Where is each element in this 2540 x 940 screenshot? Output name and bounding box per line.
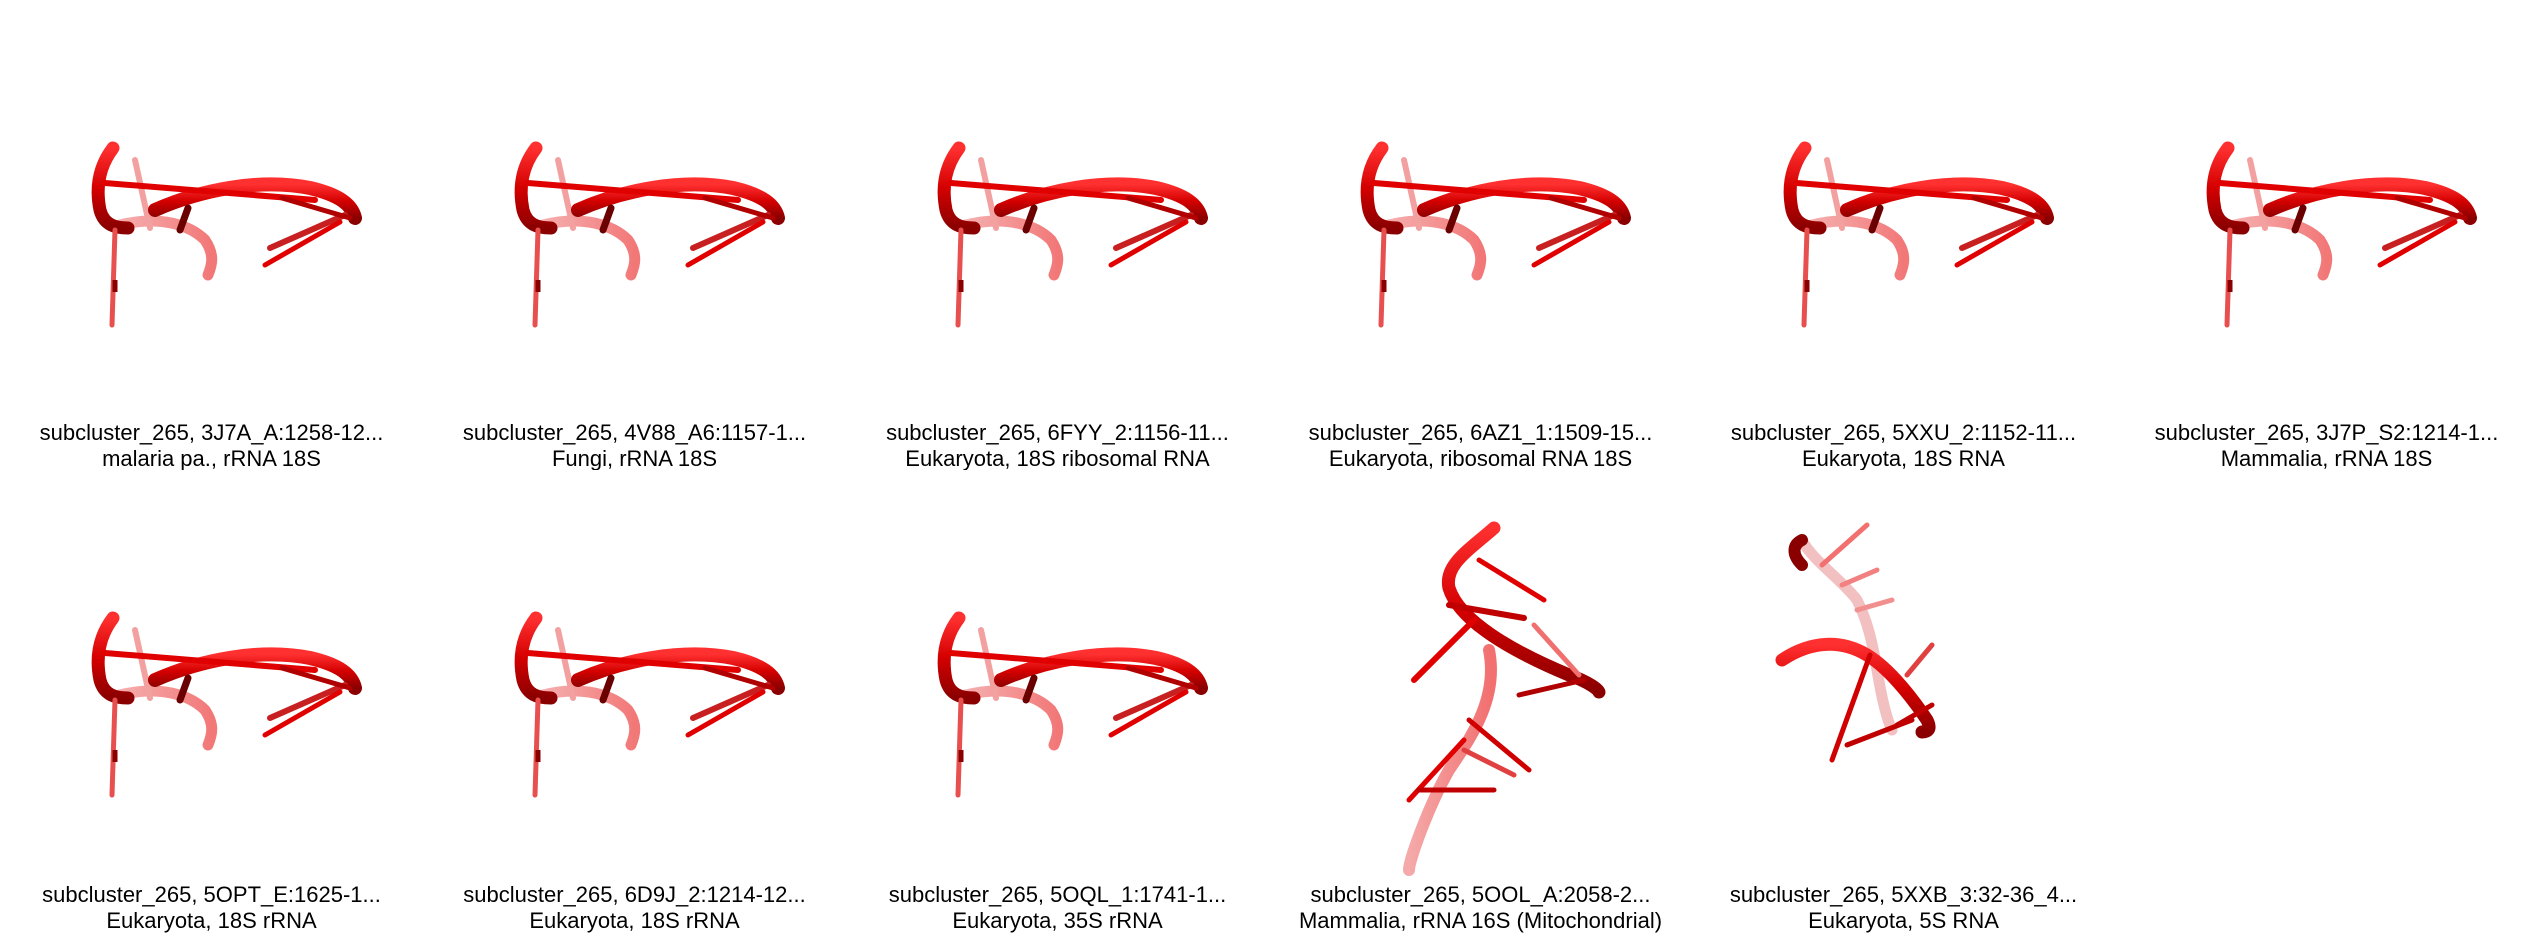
rna-structure-icon: [0, 470, 423, 870]
item-id-label: subcluster_265, 5XXB_3:32-36_4...: [1729, 882, 2078, 907]
rna-structure-icon: [0, 0, 423, 400]
item-id-label: subcluster_265, 5XXU_2:1152-11...: [1730, 420, 2077, 445]
gallery-item[interactable]: subcluster_265, 4V88_A6:1157-1... Fungi,…: [423, 0, 846, 470]
item-caption: subcluster_265, 6AZ1_1:1509-15... Eukary…: [1269, 420, 1692, 470]
rna-structure-icon: [1692, 0, 2115, 400]
item-desc-label: Fungi, rRNA 18S: [551, 446, 718, 470]
item-id-label: subcluster_265, 5OOL_A:2058-2...: [1310, 882, 1651, 907]
rna-structure-icon: [1269, 0, 1692, 400]
item-caption: subcluster_265, 5OOL_A:2058-2... Mammali…: [1269, 882, 1692, 934]
item-desc-label: Eukaryota, 5S RNA: [1808, 908, 1999, 933]
item-desc-label: Eukaryota, 18S ribosomal RNA: [905, 446, 1210, 470]
gallery-item[interactable]: subcluster_265, 3J7P_S2:1214-1... Mammal…: [2115, 0, 2538, 470]
item-desc-label: Eukaryota, ribosomal RNA 18S: [1328, 446, 1633, 470]
rna-structure-icon: [846, 0, 1269, 400]
gallery-item[interactable]: subcluster_265, 5OPT_E:1625-1... Eukaryo…: [0, 470, 423, 940]
gallery-item[interactable]: subcluster_265, 6D9J_2:1214-12... Eukary…: [423, 470, 846, 940]
item-caption: subcluster_265, 3J7P_S2:1214-1... Mammal…: [2115, 420, 2538, 470]
gallery-item[interactable]: subcluster_265, 3J7A_A:1258-12... malari…: [0, 0, 423, 470]
item-id-label: subcluster_265, 6D9J_2:1214-12...: [463, 882, 806, 907]
item-id-label: subcluster_265, 6AZ1_1:1509-15...: [1308, 420, 1653, 445]
rna-structure-icon-hairpin: [1692, 470, 2115, 870]
item-id-label: subcluster_265, 5OQL_1:1741-1...: [888, 882, 1227, 907]
rna-structure-icon-elongated: [1269, 470, 1692, 870]
item-desc-label: malaria pa., rRNA 18S: [102, 446, 321, 470]
item-caption: subcluster_265, 6FYY_2:1156-11... Eukary…: [846, 420, 1269, 470]
rna-structure-icon: [846, 470, 1269, 870]
item-desc-label: Mammalia, rRNA 16S (Mitochondrial): [1298, 908, 1663, 933]
item-caption: subcluster_265, 4V88_A6:1157-1... Fungi,…: [423, 420, 846, 470]
item-desc-label: Mammalia, rRNA 18S: [2220, 446, 2433, 470]
item-desc-label: Eukaryota, 35S rRNA: [952, 908, 1163, 933]
item-caption: subcluster_265, 3J7A_A:1258-12... malari…: [0, 420, 423, 470]
gallery-item[interactable]: subcluster_265, 5XXB_3:32-36_4... Eukary…: [1692, 470, 2115, 940]
gallery-item[interactable]: subcluster_265, 5OOL_A:2058-2... Mammali…: [1269, 470, 1692, 940]
item-caption: subcluster_265, 6D9J_2:1214-12... Eukary…: [423, 882, 846, 934]
item-desc-label: Eukaryota, 18S rRNA: [106, 908, 317, 933]
item-caption: subcluster_265, 5OPT_E:1625-1... Eukaryo…: [0, 882, 423, 934]
item-caption: subcluster_265, 5XXB_3:32-36_4... Eukary…: [1692, 882, 2115, 934]
item-desc-label: Eukaryota, 18S RNA: [1802, 446, 2005, 470]
item-id-label: subcluster_265, 6FYY_2:1156-11...: [886, 420, 1229, 445]
item-desc-label: Eukaryota, 18S rRNA: [529, 908, 740, 933]
item-id-label: subcluster_265, 4V88_A6:1157-1...: [462, 420, 807, 445]
rna-structure-icon: [423, 0, 846, 400]
gallery-item[interactable]: subcluster_265, 6FYY_2:1156-11... Eukary…: [846, 0, 1269, 470]
gallery-item[interactable]: subcluster_265, 5XXU_2:1152-11... Eukary…: [1692, 0, 2115, 470]
rna-structure-icon: [2115, 0, 2538, 400]
gallery-item[interactable]: subcluster_265, 6AZ1_1:1509-15... Eukary…: [1269, 0, 1692, 470]
item-id-label: subcluster_265, 3J7A_A:1258-12...: [39, 420, 384, 445]
item-caption: subcluster_265, 5XXU_2:1152-11... Eukary…: [1692, 420, 2115, 470]
gallery-item[interactable]: subcluster_265, 5OQL_1:1741-1... Eukaryo…: [846, 470, 1269, 940]
item-caption: subcluster_265, 5OQL_1:1741-1... Eukaryo…: [846, 882, 1269, 934]
item-id-label: subcluster_265, 5OPT_E:1625-1...: [42, 882, 381, 907]
rna-structure-icon: [423, 470, 846, 870]
item-id-label: subcluster_265, 3J7P_S2:1214-1...: [2154, 420, 2499, 445]
